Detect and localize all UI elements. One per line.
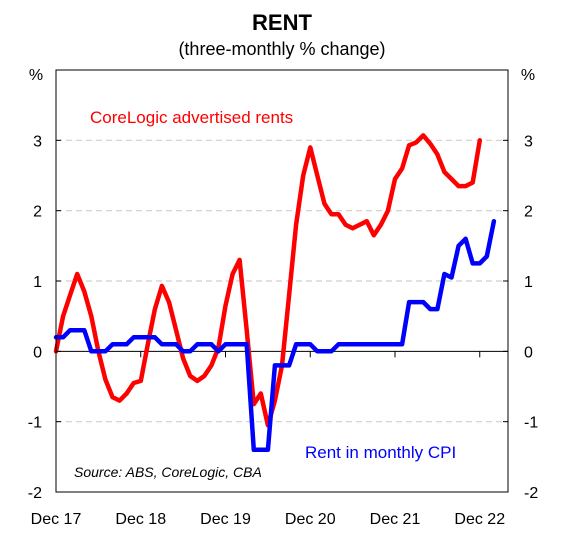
y-tick-label-right: 2 (524, 204, 533, 221)
y-axis-unit-left: % (29, 67, 43, 84)
x-tick-label: Dec 20 (285, 511, 336, 528)
source-note: Source: ABS, CoreLogic, CBA (74, 464, 262, 480)
chart-subtitle: (three-monthly % change) (178, 39, 385, 59)
y-tick-label-left: 0 (33, 344, 42, 361)
gridlines (56, 139, 508, 423)
y-tick-label-left: -2 (28, 485, 42, 502)
series-cpi-line (53, 218, 497, 453)
x-tick-label: Dec 21 (370, 511, 421, 528)
y-tick-label-right: 3 (524, 133, 533, 150)
y-tick-label-right: 1 (524, 274, 533, 291)
series-lines (53, 133, 497, 453)
series-corelogic-line (53, 133, 483, 428)
annotation-corelogic: CoreLogic advertised rents (90, 108, 293, 127)
x-tick-label: Dec 22 (454, 511, 505, 528)
y-tick-label-right: -1 (524, 415, 538, 432)
x-tick-label: Dec 17 (31, 511, 82, 528)
y-tick-label-left: 2 (33, 204, 42, 221)
y-tick-label-right: 0 (524, 344, 533, 361)
x-tick-label: Dec 18 (115, 511, 166, 528)
annotation-cpi: Rent in monthly CPI (305, 443, 456, 462)
y-axis-unit-right: % (521, 67, 535, 84)
y-tick-label-left: 3 (33, 133, 42, 150)
chart-title: RENT (252, 10, 312, 35)
x-tick-label: Dec 19 (200, 511, 251, 528)
x-ticks: Dec 17 Dec 18 Dec 19 Dec 20 Dec 21 Dec 22 (31, 351, 505, 528)
y-tick-label-left: 1 (33, 274, 42, 291)
y-tick-label-left: -1 (28, 415, 42, 432)
y-tick-label-right: -2 (524, 485, 538, 502)
y-ticks: -2 -2 -1 -1 0 0 1 1 2 2 3 3 (28, 133, 539, 502)
